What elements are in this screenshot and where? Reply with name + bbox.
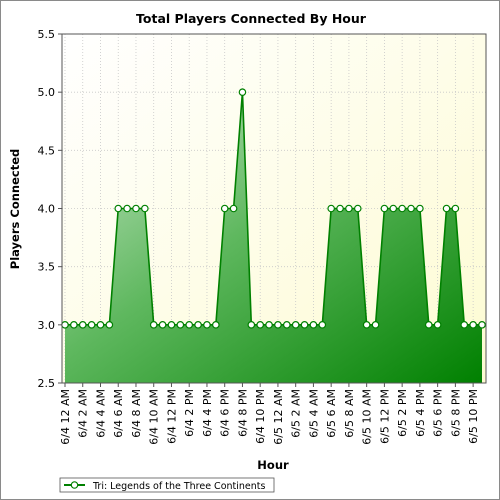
x-tick-label: 6/4 12 PM <box>165 389 178 444</box>
data-point <box>123 204 131 213</box>
y-axis: 2.5 3.0 3.5 4.0 4.5 5.0 5.5 <box>38 28 62 390</box>
x-tick-label: 6/5 2 PM <box>396 389 409 437</box>
data-point <box>407 204 415 213</box>
data-point <box>300 321 309 329</box>
data-point <box>247 321 256 329</box>
x-tick-label: 6/4 2 AM <box>77 389 90 438</box>
legend-box <box>59 477 275 493</box>
data-point <box>194 321 202 329</box>
data-point <box>309 321 318 329</box>
data-point <box>212 321 220 329</box>
legend-label: Tri: Legends of the Three Continents <box>92 481 265 492</box>
x-tick-label: 6/5 4 AM <box>307 389 320 438</box>
x-tick-label: 6/5 10 PM <box>467 389 480 444</box>
data-point <box>238 88 247 96</box>
data-point <box>283 321 291 329</box>
data-point <box>291 321 300 329</box>
data-point <box>132 204 140 213</box>
y-tick-label: 3.5 <box>38 261 56 274</box>
data-point <box>167 321 176 329</box>
data-point <box>185 321 194 329</box>
y-tick-label: 4.5 <box>38 144 56 157</box>
data-point <box>433 321 442 329</box>
x-tick-label: 6/5 10 AM <box>361 389 374 445</box>
x-tick-label: 6/5 8 PM <box>449 389 462 437</box>
data-point <box>336 204 344 213</box>
data-point <box>345 204 353 213</box>
x-axis-title: Hour <box>257 458 289 472</box>
data-point <box>87 321 96 329</box>
data-point <box>274 321 282 329</box>
x-tick-label: 6/4 4 AM <box>94 389 107 438</box>
data-point <box>469 321 477 329</box>
x-tick-label: 6/4 4 PM <box>201 389 214 437</box>
data-point <box>353 204 362 213</box>
data-point <box>460 321 469 329</box>
x-tick-label: 6/4 12 AM <box>59 389 72 445</box>
data-point <box>424 321 433 329</box>
data-point <box>96 321 105 329</box>
x-tick-label: 6/5 8 AM <box>343 389 356 438</box>
x-tick-label: 6/4 6 AM <box>112 389 125 438</box>
x-tick-label: 6/4 6 PM <box>219 389 232 437</box>
x-tick-label: 6/4 10 AM <box>148 389 161 445</box>
data-points <box>61 88 486 329</box>
x-tick-label: 6/5 6 PM <box>432 389 445 437</box>
data-point <box>141 204 149 213</box>
data-point <box>149 321 158 329</box>
data-point <box>105 321 114 329</box>
y-axis-title: Players Connected <box>8 149 22 269</box>
x-tick-label: 6/4 8 PM <box>236 389 249 437</box>
x-tick-label: 6/4 2 PM <box>183 389 196 437</box>
data-point <box>78 321 87 329</box>
data-point <box>229 204 238 213</box>
data-point <box>451 204 460 213</box>
x-tick-label: 6/5 2 AM <box>290 389 303 438</box>
chart-title: Total Players Connected By Hour <box>136 11 367 26</box>
series-area-fill <box>65 92 482 384</box>
data-point <box>265 321 273 329</box>
data-point <box>442 204 451 213</box>
data-point <box>371 321 380 329</box>
data-point <box>70 321 78 329</box>
data-point <box>114 204 123 213</box>
data-point <box>380 204 389 213</box>
data-point <box>256 321 264 329</box>
data-point <box>220 204 229 213</box>
y-tick-label: 2.5 <box>38 377 56 390</box>
y-tick-label: 3.0 <box>38 319 56 332</box>
data-point <box>327 204 335 213</box>
x-tick-label: 6/5 12 PM <box>378 389 391 444</box>
y-tick-label: 5.0 <box>38 86 56 99</box>
y-tick-label: 4.0 <box>38 203 56 216</box>
x-tick-label: 6/5 6 AM <box>325 389 338 438</box>
x-tick-label: 6/5 4 PM <box>414 389 427 437</box>
data-point <box>158 321 167 329</box>
x-axis: 6/4 12 AM 6/4 2 AM 6/4 4 AM 6/4 6 AM 6/4 8 A… <box>59 383 480 445</box>
data-point <box>398 204 406 213</box>
data-point <box>362 321 371 329</box>
legend-swatch-marker <box>70 481 79 489</box>
data-point <box>389 204 398 213</box>
y-tick-label: 5.5 <box>38 28 56 41</box>
data-point <box>416 204 424 213</box>
data-point <box>203 321 211 329</box>
x-tick-label: 6/5 12 AM <box>272 389 285 445</box>
legend: Tri: Legends of the Three Continents <box>59 477 275 493</box>
data-point <box>176 321 185 329</box>
data-point <box>61 321 69 329</box>
data-point <box>478 321 486 329</box>
data-point <box>318 321 327 329</box>
x-tick-label: 6/4 8 AM <box>130 389 143 438</box>
x-tick-label: 6/4 10 PM <box>254 389 267 444</box>
